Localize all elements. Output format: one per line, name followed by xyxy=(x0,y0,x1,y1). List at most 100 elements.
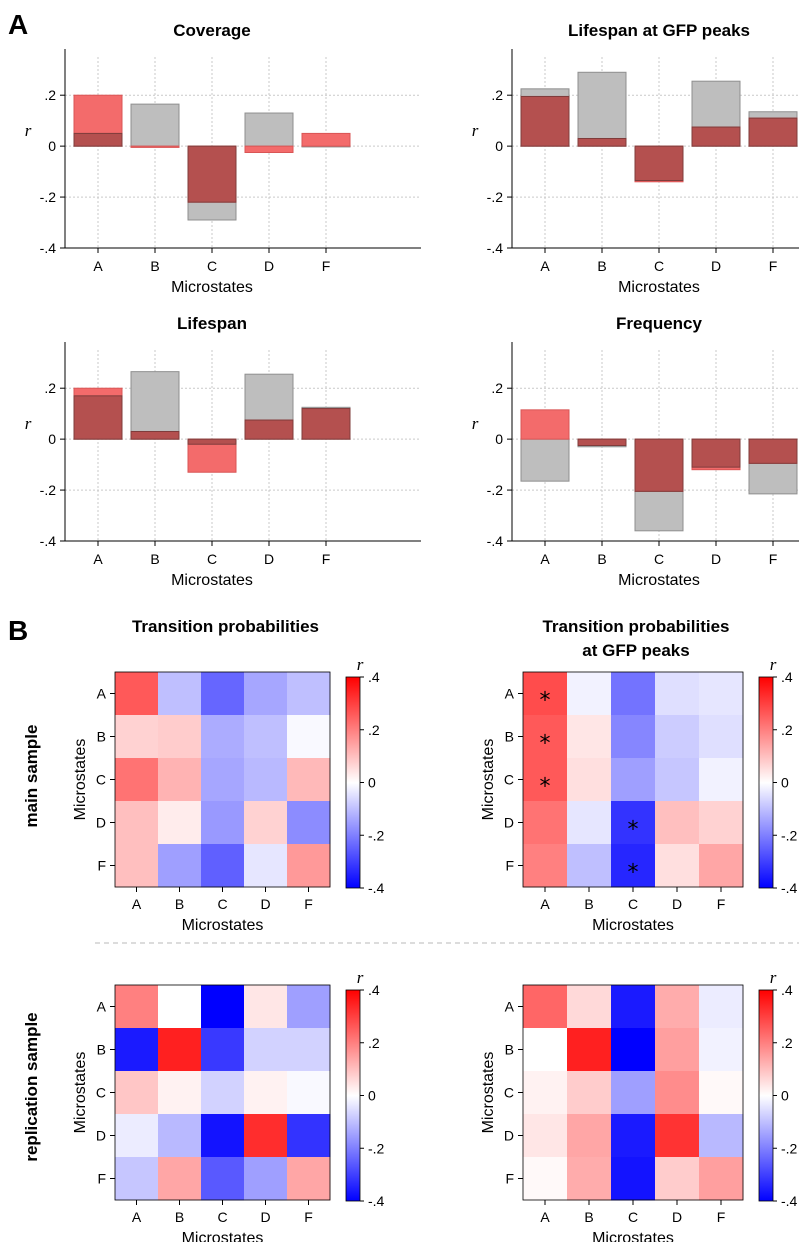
heat-cell xyxy=(611,758,656,802)
heat-cell xyxy=(201,715,245,759)
heat-cell xyxy=(699,672,744,716)
bar-overlap xyxy=(244,419,294,440)
heat-cell xyxy=(115,844,159,888)
y-tick-label: -.4 xyxy=(487,240,504,256)
heat-cell xyxy=(699,715,744,759)
y-axis-label: r xyxy=(25,121,32,140)
bar-chart-2: .2 0 -.2 -.4 A B C D F Lifespan at GFP peaks Micro… xyxy=(472,21,799,296)
bar-replication xyxy=(244,112,294,147)
x-tick-label: C xyxy=(654,551,664,567)
heat-cell xyxy=(287,1114,331,1158)
heat-cell xyxy=(201,844,245,888)
significance-star: * xyxy=(628,818,639,843)
heat-cell xyxy=(611,844,656,888)
bar-overlap xyxy=(577,137,627,147)
chart-title-line-2: at GFP peaks xyxy=(582,641,689,660)
heat-cell xyxy=(158,1071,202,1115)
bar-overlap xyxy=(577,438,627,446)
heat-cell xyxy=(201,1071,245,1115)
heat-cell xyxy=(115,1114,159,1158)
heat-cell xyxy=(201,672,245,716)
y-tick-label: 0 xyxy=(495,138,503,154)
y-tick-label: B xyxy=(505,1042,514,1058)
heat-cell xyxy=(699,1114,744,1158)
heat-cell xyxy=(699,801,744,845)
bar-overlap xyxy=(634,438,684,492)
y-axis-label: Microstates xyxy=(480,739,497,821)
heat-cell xyxy=(287,715,331,759)
heat-cell xyxy=(699,1071,744,1115)
colorbar-tick-label: -.4 xyxy=(781,1193,798,1209)
bar-chart-1: .2 0 -.2 -.4 A B C D F Coverage Microstates r xyxy=(25,21,421,296)
colorbar-tick-label: .4 xyxy=(781,982,793,998)
y-tick-label: D xyxy=(96,1128,106,1144)
heat-cell xyxy=(655,715,700,759)
x-tick-label: D xyxy=(260,1209,270,1225)
x-tick-label: F xyxy=(322,258,331,274)
x-tick-label: C xyxy=(217,1209,227,1225)
x-tick-label: A xyxy=(132,896,142,912)
heat-cell xyxy=(655,1114,700,1158)
heat-cell xyxy=(655,844,700,888)
heat-cell xyxy=(158,1114,202,1158)
y-tick-label: 0 xyxy=(48,138,56,154)
heat-cell xyxy=(201,1157,245,1201)
bar-chart-3: .2 0 -.2 -.4 A B C D F Lifespan Microstates r xyxy=(25,314,421,589)
y-tick-label: -.2 xyxy=(40,482,57,498)
panel-label-a: A xyxy=(8,9,28,40)
x-axis-label: Microstates xyxy=(171,572,253,589)
heat-cell xyxy=(523,1028,568,1072)
bar-overlap xyxy=(187,438,237,445)
row-label-main: main sample xyxy=(22,725,41,828)
y-tick-label: .2 xyxy=(491,380,503,396)
heat-cell xyxy=(655,1157,700,1201)
heatmaps: A B C D F A B C D F Microstates Microstates Transiti… xyxy=(72,617,798,1242)
heat-cell xyxy=(699,758,744,802)
heat-cell xyxy=(655,672,700,716)
heat-cell xyxy=(244,801,288,845)
chart-title: Lifespan at GFP peaks xyxy=(568,21,750,40)
y-tick-label: C xyxy=(504,1085,514,1101)
x-tick-label: F xyxy=(717,1209,726,1225)
y-tick-label: -.4 xyxy=(487,533,504,549)
heat-cell xyxy=(244,672,288,716)
x-tick-label: D xyxy=(711,551,721,567)
colorbar-tick-label: -.4 xyxy=(368,1193,385,1209)
heat-cell xyxy=(611,672,656,716)
heat-cell xyxy=(523,1114,568,1158)
colorbar-tick-label: -.2 xyxy=(368,1140,385,1156)
heat-cell xyxy=(655,1028,700,1072)
heat-cell xyxy=(567,1071,612,1115)
y-tick-label: B xyxy=(97,729,106,745)
heat-cell xyxy=(287,801,331,845)
heat-cell xyxy=(611,801,656,845)
heat-cell xyxy=(611,1157,656,1201)
heat-cell xyxy=(158,1028,202,1072)
x-tick-label: C xyxy=(628,896,638,912)
colorbar xyxy=(758,989,774,1202)
colorbar-tick-label: .4 xyxy=(368,669,380,685)
heat-cell xyxy=(287,1157,331,1201)
heat-cell xyxy=(523,715,568,759)
heat-cell xyxy=(244,844,288,888)
x-axis-label: Microstates xyxy=(618,279,700,296)
x-tick-label: B xyxy=(584,896,593,912)
heatmap-1: A B C D F A B C D F Microstates Microstates Transiti… xyxy=(72,617,385,934)
y-axis-label: r xyxy=(25,414,32,433)
heat-cell xyxy=(655,758,700,802)
y-tick-label: .2 xyxy=(44,87,56,103)
x-tick-label: F xyxy=(304,1209,313,1225)
heat-cell xyxy=(287,1071,331,1115)
colorbar-tick-label: -.4 xyxy=(368,880,385,896)
bar-overlap xyxy=(73,395,123,440)
colorbar-tick-label: -.2 xyxy=(781,1140,798,1156)
x-tick-label: B xyxy=(175,1209,184,1225)
bar-chart-4: .2 0 -.2 -.4 A B C D F Frequency Microstates r xyxy=(472,314,799,589)
x-axis-label: Microstates xyxy=(171,279,253,296)
bar-main xyxy=(130,145,180,148)
heat-cell xyxy=(699,985,744,1029)
bar-overlap xyxy=(634,145,684,182)
bar-main xyxy=(301,132,351,147)
heatmap-3: A B C D F A B C D F Microstates Microstates r.4 .2 0 -.… xyxy=(72,968,385,1242)
heat-cell xyxy=(244,715,288,759)
